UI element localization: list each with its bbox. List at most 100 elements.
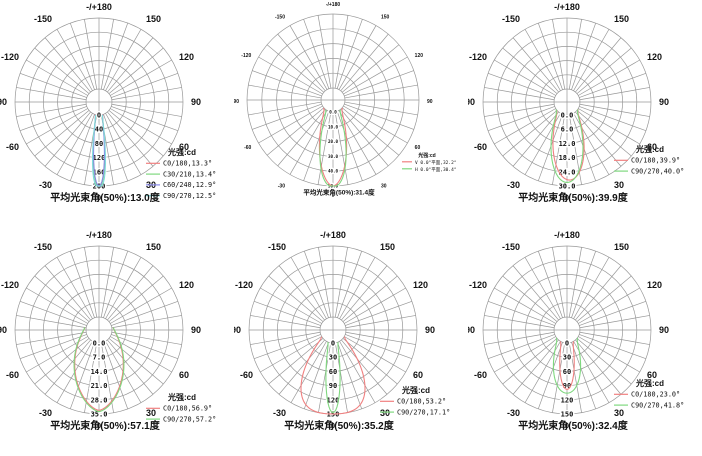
radial-tick-label: 120 [327,396,340,404]
polar-chart-bottom-middle: -/+180 150 120 90 60 30 0 -30 -60 -90 -120 -150 0 30 6… [234,230,450,432]
angle-label: 60 [179,142,189,152]
radial-tick-label: 40.0 [328,169,339,174]
radial-tick-label: 90 [563,382,571,390]
angle-label: -/+180 [86,2,112,12]
beam-angle-caption: 平均光束角(50%):39.9度 [518,191,628,204]
legend-item-label: C90/270,57.2° [163,415,216,423]
angle-label: -/+180 [554,2,580,12]
angle-label: 120 [415,53,424,59]
legend-title: 光强:cd [401,385,430,395]
angle-label: -90 [0,325,7,335]
radial-tick-label: 21.0 [91,382,108,390]
radial-tick-label: 6.0 [561,126,574,134]
angle-label: -150 [268,242,286,252]
angle-label: -30 [507,180,520,190]
legend-item-label: C0/180,39.9° [631,157,680,165]
polar-grid [248,245,418,415]
angle-label: -60 [6,142,19,152]
angle-label: -30 [39,180,52,190]
radial-tick-label: 80 [95,140,103,148]
intensity-curve-series1 [73,327,125,413]
legend-title: 光强:cd [417,152,436,159]
legend-item-label: C30/210,13.4° [163,170,216,178]
angle-label: 90 [191,325,201,335]
angle-label: 90 [659,97,669,107]
angle-label: -30 [278,184,285,190]
angle-label: 90 [191,97,201,107]
legend-item-label: C90/270,17.1° [397,408,450,416]
angle-label: 30 [380,408,390,418]
angle-label: -/+180 [320,230,346,240]
intensity-curve-series1 [552,337,582,394]
legend-title: 光强:cd [635,378,664,388]
angle-label: -120 [1,280,19,290]
radial-tick-label: 120 [561,396,574,404]
angle-label: -90 [468,325,475,335]
angle-label: 0 [331,421,335,430]
intensity-curve-series1 [319,109,347,187]
angle-label: 60 [179,370,189,380]
radial-tick-label: 30.0 [559,183,576,191]
beam-angle-caption: 平均光束角(50%):13.0度 [50,191,160,204]
angle-label: 120 [179,52,194,62]
angle-label: -60 [240,370,253,380]
angle-label: 120 [179,280,194,290]
radial-tick-label: 18.0 [559,154,576,162]
angle-label: -60 [474,370,487,380]
radial-tick-label: 120 [93,154,106,162]
angle-label: -/+180 [554,230,580,240]
angle-label: -30 [273,408,286,418]
angle-label: 60 [647,370,657,380]
angle-label: 120 [647,52,662,62]
polar-chart-bottom-right: -/+180 150 120 90 60 30 0 -30 -60 -90 -120 -150 0 30 6… [468,230,684,432]
polar-chart-cell-bottom-left: -/+180 150 120 90 60 30 0 -30 -60 -90 -120 -150 0.0 7… [0,228,234,456]
radial-tick-label: 14.0 [91,368,108,376]
polar-chart-cell-top-middle: -/+180 150 120 90 60 30 0 -30 -60 -90 -120 -150 0.0 1… [234,0,468,228]
angle-label: -120 [241,53,251,59]
angle-label: -150 [502,14,520,24]
angle-label: 150 [614,14,629,24]
angle-label: -120 [469,280,487,290]
legend-item-label: C0/180,56.9° [163,405,212,413]
angle-label: -90 [0,97,7,107]
legend-title: 光强:cd [167,147,196,157]
legend-item-label: C0/180,53.2° [397,398,446,406]
polar-grid [14,17,184,187]
intensity-curve-primary [300,336,366,415]
radial-tick-label: 40 [95,126,103,134]
radial-tick-label: 30 [329,354,337,362]
angle-label: 0 [565,421,569,430]
beam-angle-caption: 平均光束角(50%):35.2度 [284,419,394,432]
radial-tick-label: 0 [97,112,101,120]
beam-angle-caption: 平均光束角(50%):31.4度 [303,188,375,197]
angle-label: 60 [647,142,657,152]
radial-tick-label: 0.0 [561,112,574,120]
polar-chart-cell-top-right: -/+180 150 120 90 60 30 0 -30 -60 -90 -120 -150 0.0 6… [468,0,702,228]
radial-tick-label: 0 [331,340,335,348]
intensity-curve-primary [559,341,575,390]
angle-label: -120 [235,280,253,290]
angle-label: -150 [34,14,52,24]
angle-label: 120 [413,280,428,290]
angle-label: 30 [381,184,387,190]
polar-grid [14,245,184,415]
radial-tick-label: 30.0 [328,154,339,159]
angle-label: 0 [97,193,101,202]
legend-item-label: C0/180,13.3° [163,160,212,168]
beam-angle-caption: 平均光束角(50%):57.1度 [50,419,160,432]
beam-angle-caption: 平均光束角(50%):32.4度 [518,419,628,432]
angle-label: 60 [415,145,421,151]
legend-item-label: C90/270,41.8° [631,401,684,409]
angle-label: -/+180 [326,2,341,8]
legend-item-label: C0/180,23.0° [631,391,680,399]
polar-chart-top-left: -/+1801501209060300-30-60-90-120-1500408… [0,2,216,204]
intensity-curve-series3 [91,114,107,187]
polar-chart-cell-top-left: -/+1801501209060300-30-60-90-120-1500408… [0,0,234,228]
angle-label: 150 [380,242,395,252]
angle-label: 60 [413,370,423,380]
radial-tick-label: 28.0 [91,396,108,404]
angle-label: -60 [244,145,251,151]
radial-tick-label: 60 [563,368,571,376]
angle-label: -150 [34,242,52,252]
